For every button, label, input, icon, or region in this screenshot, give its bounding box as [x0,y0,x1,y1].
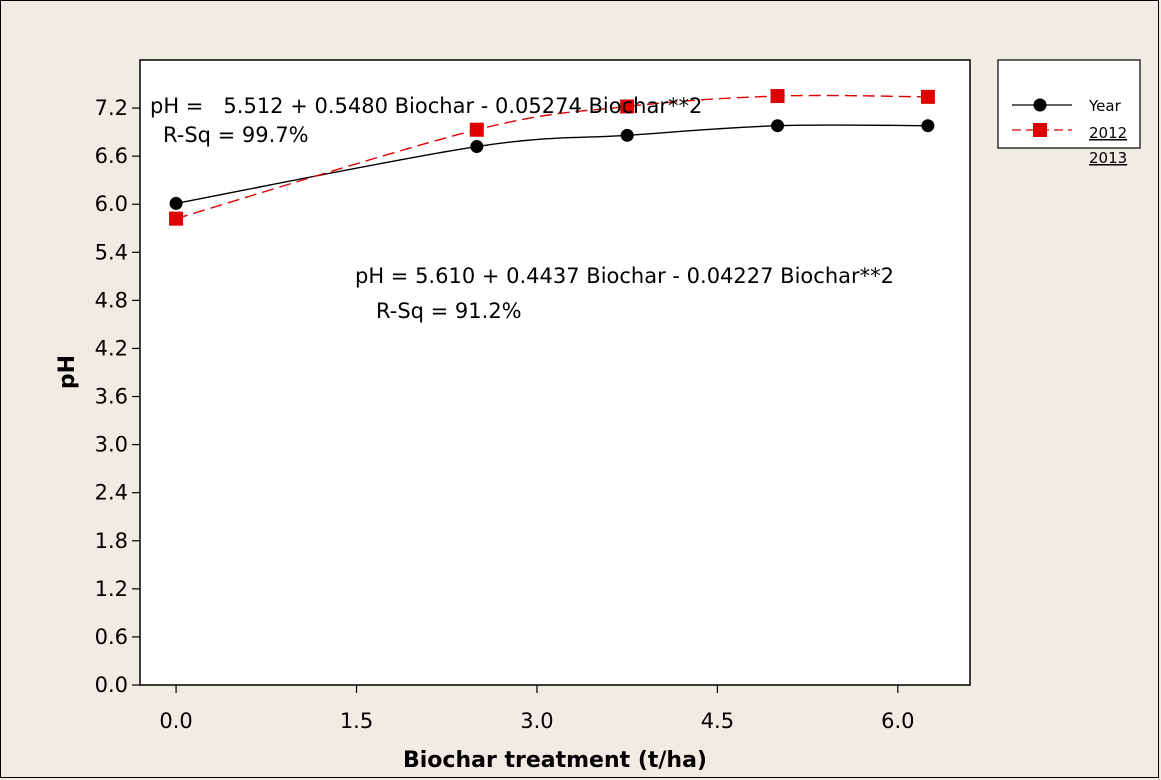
y-tick-label: 1.2 [95,577,128,601]
data-point-2013 [920,89,935,104]
annotation-2012-rsq: R-Sq = 91.2% [376,299,522,323]
data-point-2012 [470,140,484,154]
data-point-2013 [469,122,484,137]
data-point-2012 [620,128,634,142]
legend-2012-marker [1033,98,1047,112]
x-tick-label: 4.5 [701,709,734,733]
legend-entry-2012: 2012 [1089,124,1127,142]
y-axis-title: pH [55,355,80,389]
data-point-2013 [620,99,635,114]
data-point-2013 [770,89,785,104]
series-line-2012 [175,124,928,205]
series-line-2013 [175,94,928,220]
y-tick-label: 5.4 [95,240,128,264]
legend-2013-marker [1033,123,1047,137]
legend-entry-2013: 2013 [1089,149,1127,167]
legend: Year 2012 2013 [997,59,1141,167]
y-tick-label: 6.6 [95,144,128,168]
plot-area [139,59,971,686]
legend-title: Year [1088,97,1122,115]
x-tick-label: 3.0 [520,709,553,733]
x-tick-label: 0.0 [159,709,192,733]
data-point-2013 [169,211,184,226]
legend-box [997,59,1141,149]
y-tick-label: 0.0 [95,673,128,697]
annotation-2013-rsq: R-Sq = 99.7% [163,123,309,147]
y-tick-label: 4.8 [95,288,128,312]
y-tick-label: 4.2 [95,336,128,360]
axes: 0.0 1.5 3.0 4.5 6.0 0.0 0.6 1.2 1.8 2.4 3.0 3.6 4.2 4… [95,96,915,733]
annotation-2013-equation: pH = 5.512 + 0.5480 Biochar - 0.05274 Bi… [150,94,702,118]
x-tick-label: 6.0 [881,709,914,733]
y-tick-label: 6.0 [95,192,128,216]
data-point-2012 [921,119,935,133]
x-tick-label: 1.5 [340,709,373,733]
y-tick-label: 3.0 [95,433,128,457]
data-point-2012 [771,119,785,133]
y-tick-label: 3.6 [95,385,128,409]
data-point-2012 [169,196,183,210]
series-layer [169,89,935,226]
y-tick-label: 2.4 [95,481,128,505]
x-axis-title: Biochar treatment (t/ha) [403,748,707,773]
y-tick-label: 0.6 [95,625,128,649]
annotation-2012-equation: pH = 5.610 + 0.4437 Biochar - 0.04227 Bi… [355,264,894,288]
y-tick-label: 1.8 [95,529,128,553]
y-tick-label: 7.2 [95,96,128,120]
